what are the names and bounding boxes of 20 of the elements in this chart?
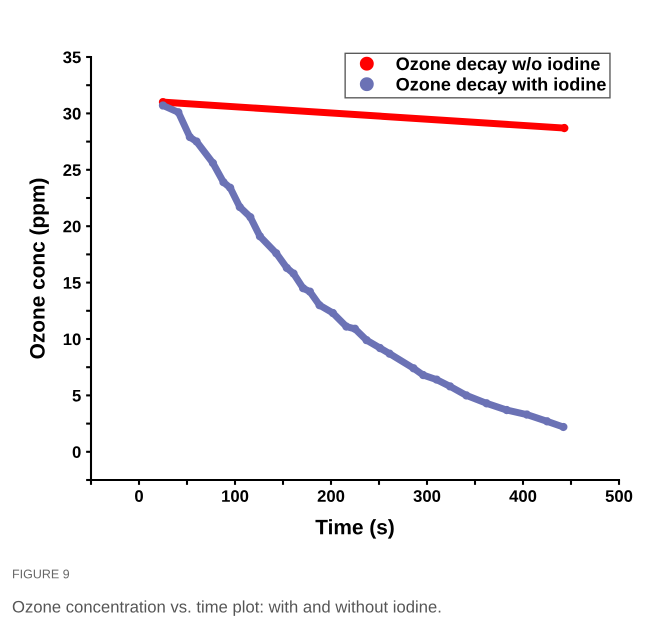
- x-tick-label: 300: [413, 490, 440, 502]
- caption: FIGURE 9: [13, 570, 70, 578]
- x-tick-label: 100: [222, 490, 248, 502]
- x-tick-label: 400: [509, 490, 536, 502]
- x-tick-label: 500: [606, 490, 632, 502]
- x-tick-label: 200: [318, 490, 344, 502]
- y-tick-label: 10: [64, 333, 81, 346]
- y-tick-label: 0: [72, 446, 81, 458]
- y-tick-label: 35: [63, 51, 81, 64]
- y-axis-title: Ozone conc (ppm): [29, 178, 49, 358]
- y-tick-label: 20: [63, 220, 81, 232]
- text: Ozone concentration vs. time plot: with and without iodine.: [12, 600, 440, 616]
- legend-label: Ozone decay with iodine: [396, 77, 606, 94]
- x-axis-title: Time (s): [315, 519, 394, 539]
- legend-label: Ozone decay w/o iodine: [396, 56, 600, 74]
- y-tick-label: 5: [72, 390, 81, 402]
- y-tick-label: 25: [63, 164, 81, 176]
- x-tick-label: 0: [135, 490, 143, 502]
- y-tick-label: 30: [63, 108, 81, 120]
- y-tick-label: 15: [64, 277, 81, 289]
